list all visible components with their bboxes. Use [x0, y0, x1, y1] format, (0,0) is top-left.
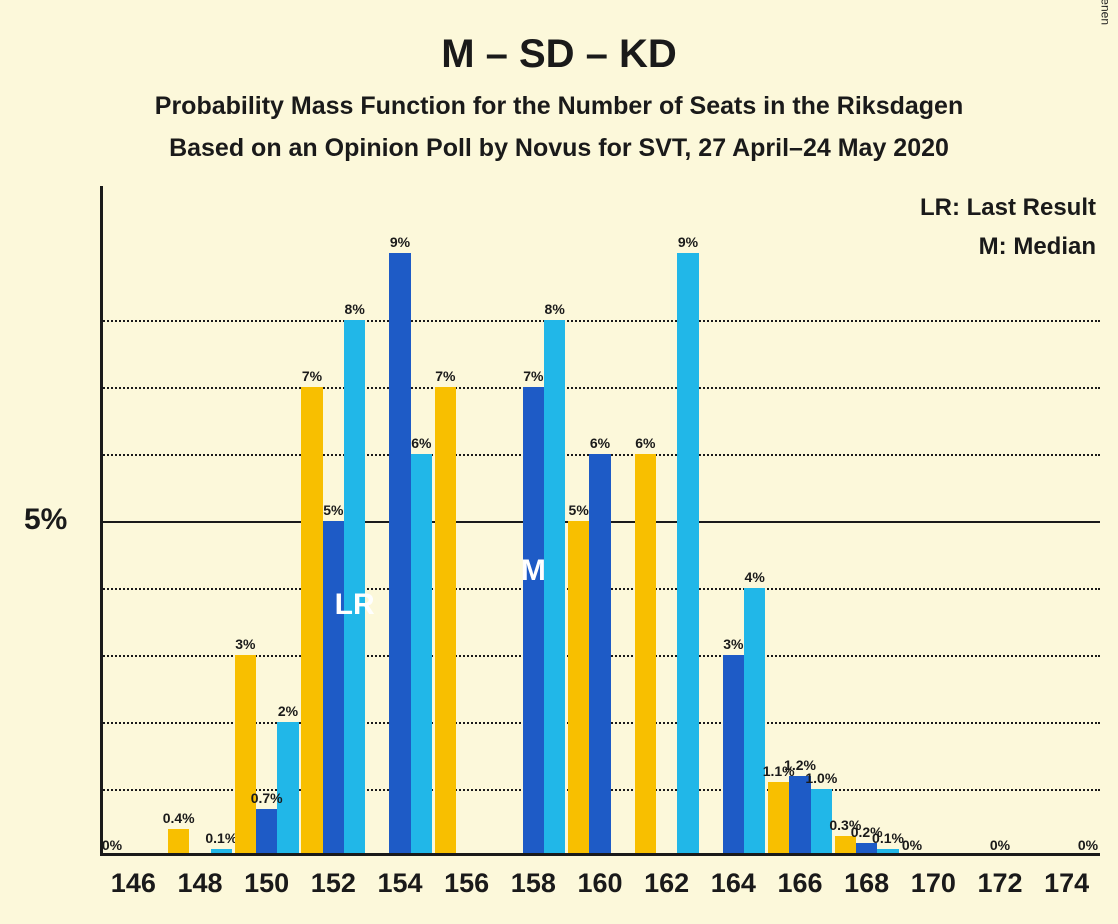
- overlay-median: M: [521, 554, 546, 588]
- x-axis-label: 172: [977, 868, 1022, 899]
- bar: [411, 454, 432, 856]
- gridline: [100, 320, 1100, 322]
- bar: [744, 588, 765, 856]
- bar-value-label: 8%: [545, 301, 565, 317]
- x-axis-label: 160: [577, 868, 622, 899]
- bar-value-label: 0%: [990, 837, 1010, 853]
- bar-value-label: 6%: [635, 435, 655, 451]
- bar-value-label: 0.1%: [872, 830, 904, 846]
- gridline: [100, 387, 1100, 389]
- bar: [277, 722, 298, 856]
- bar-value-label: 2%: [278, 703, 298, 719]
- x-axis-label: 152: [311, 868, 356, 899]
- bar-value-label: 3%: [235, 636, 255, 652]
- chart-title: M – SD – KD: [0, 32, 1118, 77]
- bar: [544, 320, 565, 856]
- bar-value-label: 0%: [102, 837, 122, 853]
- x-axis-label: 150: [244, 868, 289, 899]
- bar: [256, 809, 277, 856]
- chart-subtitle-1: Probability Mass Function for the Number…: [0, 92, 1118, 121]
- bar: [723, 655, 744, 856]
- bar: [435, 387, 456, 856]
- x-axis-label: 148: [177, 868, 222, 899]
- bar-value-label: 7%: [302, 368, 322, 384]
- x-axis-label: 174: [1044, 868, 1089, 899]
- x-axis-label: 154: [377, 868, 422, 899]
- bar-value-label: 1.0%: [805, 770, 837, 786]
- x-axis-label: 146: [111, 868, 156, 899]
- x-axis-label: 162: [644, 868, 689, 899]
- copyright-text: © 2020 Filip van Laenen: [1098, 0, 1112, 25]
- x-axis-line: [100, 853, 1100, 856]
- bar: [635, 454, 656, 856]
- bar-value-label: 0%: [902, 837, 922, 853]
- bar: [768, 782, 789, 856]
- bar-value-label: 5%: [569, 502, 589, 518]
- y-axis-line: [100, 186, 103, 856]
- x-axis-label: 164: [711, 868, 756, 899]
- bar-value-label: 6%: [411, 435, 431, 451]
- x-axis-label: 156: [444, 868, 489, 899]
- chart-subtitle-2: Based on an Opinion Poll by Novus for SV…: [0, 134, 1118, 163]
- bar-value-label: 9%: [390, 234, 410, 250]
- overlay-last-result: LR: [335, 588, 375, 622]
- bar-value-label: 0.4%: [163, 810, 195, 826]
- bar-value-label: 7%: [435, 368, 455, 384]
- x-axis-label: 170: [911, 868, 956, 899]
- x-axis-label: 166: [777, 868, 822, 899]
- chart-canvas: M – SD – KD Probability Mass Function fo…: [0, 0, 1118, 924]
- bar-value-label: 0.1%: [205, 830, 237, 846]
- bar: [323, 521, 344, 856]
- bar-value-label: 5%: [323, 502, 343, 518]
- plot-area: 0% 0.4% 0.1% 3% 0.7% 2% 7% 5% 8% 9% 6% 7% 7% 8% 5% 6% 6%…: [100, 186, 1100, 856]
- x-axis-label: 168: [844, 868, 889, 899]
- bar: [235, 655, 256, 856]
- bar: [389, 253, 410, 856]
- bar-value-label: 0.7%: [251, 790, 283, 806]
- x-axis-label: 158: [511, 868, 556, 899]
- bar-value-label: 8%: [345, 301, 365, 317]
- bar-value-label: 3%: [723, 636, 743, 652]
- bar: [677, 253, 698, 856]
- bar: [301, 387, 322, 856]
- bar: [789, 776, 810, 856]
- bar-value-label: 6%: [590, 435, 610, 451]
- bar: [523, 387, 544, 856]
- bar: [589, 454, 610, 856]
- bar-value-label: 0%: [1078, 837, 1098, 853]
- bar: [168, 829, 189, 856]
- bar-value-label: 9%: [678, 234, 698, 250]
- bar-value-label: 4%: [745, 569, 765, 585]
- bar-value-label: 7%: [523, 368, 543, 384]
- bar: [568, 521, 589, 856]
- y-axis-label: 5%: [24, 503, 67, 537]
